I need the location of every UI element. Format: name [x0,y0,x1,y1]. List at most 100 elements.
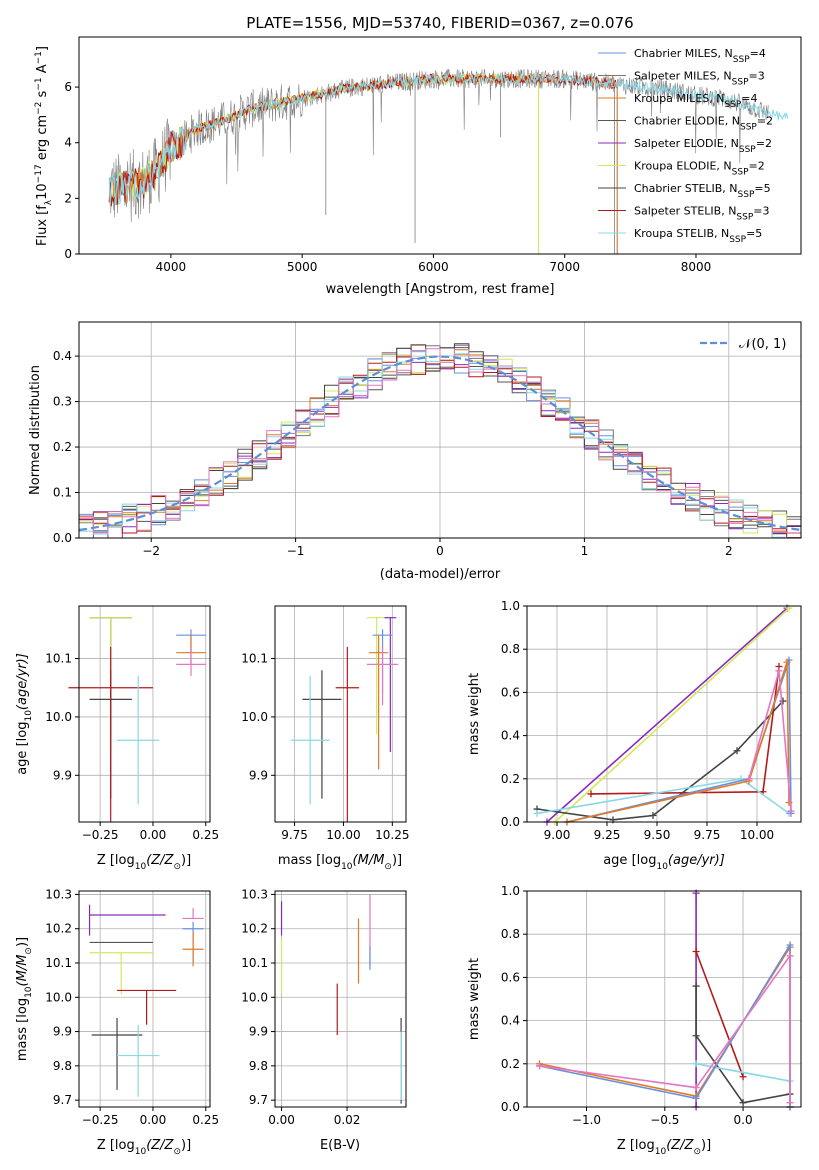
x-tick-label: 5000 [287,260,318,274]
series-point-chabrier_stelib [733,747,741,755]
legend-entry: Chabrier ELODIE, NSSP=2 [634,115,773,133]
y-tick-label: 9.7 [53,1093,72,1107]
x-tick-label: 10.00 [326,828,360,842]
y-axis-label-part: 10 [35,183,50,200]
series-point-chabrier_stelib [692,982,700,990]
series-point-chabrier_stelib [649,812,657,820]
y-axis-label-part: ⊙ [24,947,34,955]
series-point-chabrier_stelib [739,1099,747,1107]
x-tick-label: −0.25 [82,1113,119,1127]
axes-frame [526,605,802,823]
chart-age_vs_Z: −0.25 0.00 0.259.910.010.1Z [log10(Z/Z⊙)]a… [15,605,219,872]
legend-entry: Kroupa STELIB, NSSP=5 [634,227,762,245]
series-point-pink [786,952,794,960]
x-tick-label: 4000 [156,260,187,274]
plot-area [68,617,206,822]
y-tick-label: 10.1 [241,956,268,970]
x-axis-label-part: (Z/Z [146,853,174,868]
legend-entry: 𝒩(0, 1) [739,337,786,352]
chart-spectrum: 4000 5000 6000 7000 8000 0 2 4 6 PLATE=1556, MJD=… [34,14,802,297]
x-axis-label-part: ⊙ [693,1147,701,1157]
y-tick-label: 0.4 [53,349,72,363]
series-point-kroupa_miles [783,658,791,666]
x-tick-label: 1 [581,544,589,558]
chart-residuals: −2 −1 0 1 2 0.0 0.1 0.2 0.3 0.4 (data-model)/error… [28,321,802,582]
y-tick-label: 1.0 [501,884,520,898]
y-tick-label: 9.9 [53,768,72,782]
y-axis-label-part: mass [log [15,998,30,1061]
plot-area [536,889,794,1111]
y-tick-label: 10.3 [45,887,72,901]
histogram-salpeter_stelib [79,356,801,538]
y-tick-label: 10.3 [241,887,268,901]
x-axis-label-part: 10 [341,862,353,872]
series-point-salpeter_stelib [692,947,700,955]
x-axis-label: Z [log10(Z/Z⊙)] [97,1138,191,1157]
plot-area [108,68,789,254]
plot-area [290,617,399,822]
legend-entry: Chabrier MILES, NSSP=4 [634,47,766,65]
series-line-salpeter_elodie [546,607,788,823]
x-tick-label: 8000 [681,260,712,274]
x-tick-label: −1.0 [572,1113,601,1127]
legend-entry-part: Salpeter MILES, N [634,70,732,83]
legend-entry: Salpeter MILES, NSSP=3 [634,70,765,88]
x-axis-label-part: )] [392,853,402,868]
gaussian-curve [79,355,801,532]
series-point-pink [536,1062,544,1070]
legend-entry-part: =3 [753,205,769,218]
x-tick-label: 0.25 [192,1113,219,1127]
x-axis-label: Z [log10(Z/Z⊙)] [97,853,191,872]
series-line-kroupa_miles [566,661,790,823]
x-tick-label: −2 [142,544,160,558]
x-axis-label-part: (Z/Z [666,1138,694,1153]
x-tick-label: −1 [287,544,305,558]
y-axis-label-part: 10 [24,986,34,998]
y-tick-label: 6 [64,80,72,94]
x-tick-label: 0.02 [334,1113,361,1127]
y-axis-label-part: λ [44,199,54,205]
x-axis-label: age [log10(age/yr)] [603,853,725,872]
legend-entry-part: =2 [756,137,772,150]
x-tick-label: 0.25 [192,828,219,842]
legend-entry-part: =2 [757,115,773,128]
x-axis-label-part: Z [log [97,1138,135,1153]
legend-entry-part: SSP [739,145,756,155]
legend-entry: Kroupa ELODIE, NSSP=2 [634,160,765,178]
y-tick-label: 2 [64,191,72,205]
x-axis-label-part: Z [log [617,1138,655,1153]
x-tick-label: −0.25 [82,828,119,842]
x-axis-label-part: ⊙ [384,862,392,872]
y-tick-label: 0 [64,247,72,261]
legend-entry-part: SSP [732,78,749,88]
y-axis-label-part: age [log [15,722,30,775]
y-tick-label: 10.0 [45,710,72,724]
x-axis-label: mass [log10(M/M⊙)] [278,853,402,872]
legend-entry-part: SSP [738,190,755,200]
y-tick-label: 0.6 [501,970,520,984]
plot-area [533,604,795,826]
series-point-pink [692,1084,700,1092]
axes-frame [78,36,802,255]
legend-entry: Chabrier STELIB, NSSP=5 [634,182,771,200]
y-tick-label: 4 [64,136,72,150]
legend-entry-part: =5 [754,182,770,195]
y-tick-label: 9.9 [249,768,268,782]
x-axis-label: E(B-V) [320,1138,360,1153]
x-axis-label-part: age [log [603,853,656,868]
legend-entry-part: =3 [749,70,765,83]
y-tick-label: 10.0 [241,990,268,1004]
chart-title: PLATE=1556, MJD=53740, FIBERID=0367, z=0… [246,14,633,32]
legend-entry: Salpeter STELIB, NSSP=3 [634,205,770,223]
y-tick-label: 9.7 [249,1093,268,1107]
y-axis-label-part: −2 [34,102,44,115]
x-tick-label: 0.00 [140,1113,167,1127]
plot-area [79,343,801,538]
legend-entry-part: Chabrier STELIB, N [634,182,738,195]
x-axis-label-part: (age/yr)] [668,853,725,868]
y-tick-label: 10.2 [241,922,268,936]
axes-frame [274,890,407,1108]
y-tick-label: 10.1 [45,956,72,970]
x-axis-label: (data-model)/error [380,567,501,582]
